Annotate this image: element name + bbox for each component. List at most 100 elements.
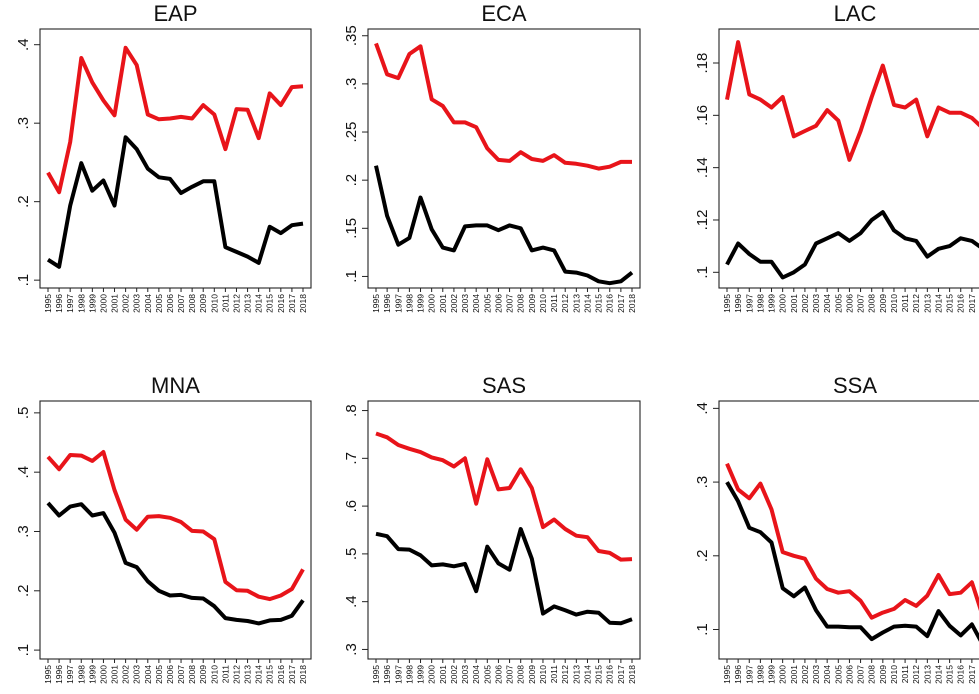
y-tick-label: .6 <box>343 500 360 513</box>
x-tick-label: 2013 <box>243 294 253 313</box>
x-tick-label: 2006 <box>165 665 175 684</box>
x-tick-label: 2008 <box>867 665 877 684</box>
x-tick-label: 2013 <box>571 294 581 313</box>
series-line-red <box>46 450 305 602</box>
x-tick-label: 2005 <box>154 665 164 684</box>
y-tick-label: .3 <box>15 525 32 538</box>
x-tick-label: 2005 <box>482 665 492 684</box>
x-tick-label: 2003 <box>811 294 821 313</box>
plot-frame <box>718 28 979 289</box>
x-tick-label: 1998 <box>755 665 765 684</box>
y-tick-label: .3 <box>694 476 711 489</box>
x-tick-label: 2008 <box>867 294 877 313</box>
x-tick-label: 2007 <box>856 294 866 313</box>
x-tick-label: 2009 <box>198 665 208 684</box>
y-tick-label: .8 <box>343 404 360 417</box>
x-tick-label: 2016 <box>605 294 615 313</box>
x-tick-label: 1998 <box>755 294 765 313</box>
x-tick-label: 2002 <box>121 294 131 313</box>
x-tick-label: 1996 <box>54 665 64 684</box>
x-tick-label: 1999 <box>87 294 97 313</box>
x-tick-label: 2004 <box>143 294 153 313</box>
series-line-black <box>725 481 979 642</box>
x-tick-label: 2011 <box>549 665 559 684</box>
x-tick-label: 2000 <box>778 665 788 684</box>
x-tick-label: 1996 <box>382 294 392 313</box>
x-tick-label: 2015 <box>594 294 604 313</box>
x-tick-label: 2007 <box>505 665 515 684</box>
panel-title: MNA <box>151 373 200 398</box>
x-tick-label: 1999 <box>416 665 426 684</box>
x-tick-label: 1999 <box>767 294 777 313</box>
y-tick-label: .2 <box>15 585 32 598</box>
y-tick-label: .1 <box>694 266 711 279</box>
y-tick-label: .1 <box>343 270 360 283</box>
x-tick-label: 2010 <box>889 665 899 684</box>
y-tick-label: .1 <box>15 274 32 287</box>
x-tick-label: 2018 <box>298 294 308 313</box>
x-tick-label: 2009 <box>527 665 537 684</box>
x-tick-label: 2017 <box>287 294 297 313</box>
x-tick-label: 2010 <box>209 294 219 313</box>
y-tick-label: .2 <box>694 550 711 563</box>
x-tick-label: 2000 <box>98 294 108 313</box>
y-tick-label: .3 <box>15 117 32 130</box>
x-tick-label: 2001 <box>789 294 799 313</box>
x-tick-label: 1995 <box>43 294 53 313</box>
plot-frame <box>718 400 979 660</box>
x-tick-label: 2000 <box>98 665 108 684</box>
y-tick-label: .7 <box>343 452 360 465</box>
x-tick-label: 1995 <box>722 665 732 684</box>
x-tick-label: 1999 <box>87 665 97 684</box>
series-line-red <box>725 40 979 162</box>
y-tick-label: .12 <box>694 210 711 231</box>
x-tick-label: 2016 <box>276 665 286 684</box>
x-tick-label: 1996 <box>382 665 392 684</box>
y-tick-label: .4 <box>343 595 360 608</box>
y-tick-label: .14 <box>694 157 711 178</box>
x-tick-label: 2010 <box>209 665 219 684</box>
x-tick-label: 2004 <box>471 665 481 684</box>
x-tick-label: 2013 <box>922 665 932 684</box>
x-tick-label: 2010 <box>538 294 548 313</box>
x-tick-label: 2004 <box>471 294 481 313</box>
x-tick-label: 2012 <box>560 294 570 313</box>
x-tick-label: 2017 <box>616 294 626 313</box>
y-tick-label: .5 <box>15 407 32 420</box>
x-tick-label: 2014 <box>254 294 264 313</box>
y-tick-label: .2 <box>15 195 32 208</box>
x-tick-label: 2016 <box>956 294 966 313</box>
y-tick-label: .35 <box>343 25 360 46</box>
x-tick-label: 1999 <box>767 665 777 684</box>
x-tick-label: 1997 <box>744 294 754 313</box>
x-tick-label: 2008 <box>187 665 197 684</box>
x-tick-label: 2014 <box>254 665 264 684</box>
y-tick-label: .3 <box>343 643 360 656</box>
x-tick-label: 2010 <box>889 294 899 313</box>
y-tick-label: .15 <box>343 218 360 239</box>
x-tick-label: 2000 <box>778 294 788 313</box>
x-tick-label: 2016 <box>956 665 966 684</box>
panel-title: SAS <box>482 373 526 398</box>
plot-frame <box>367 28 641 289</box>
x-tick-label: 2003 <box>132 294 142 313</box>
plot-frame <box>39 400 312 660</box>
y-tick-label: .4 <box>15 466 32 479</box>
x-tick-label: 2007 <box>176 665 186 684</box>
x-tick-label: 1996 <box>733 294 743 313</box>
y-tick-label: .3 <box>343 78 360 91</box>
y-tick-label: .2 <box>343 174 360 187</box>
x-tick-label: 2017 <box>967 294 977 313</box>
plot-frame <box>39 28 312 289</box>
x-tick-label: 2002 <box>449 665 459 684</box>
x-tick-label: 2000 <box>427 294 437 313</box>
y-tick-label: .5 <box>343 548 360 561</box>
x-tick-label: 2006 <box>165 294 175 313</box>
x-tick-label: 2012 <box>911 294 921 313</box>
x-tick-label: 2017 <box>616 665 626 684</box>
x-tick-label: 2012 <box>560 665 570 684</box>
x-tick-label: 2013 <box>922 294 932 313</box>
